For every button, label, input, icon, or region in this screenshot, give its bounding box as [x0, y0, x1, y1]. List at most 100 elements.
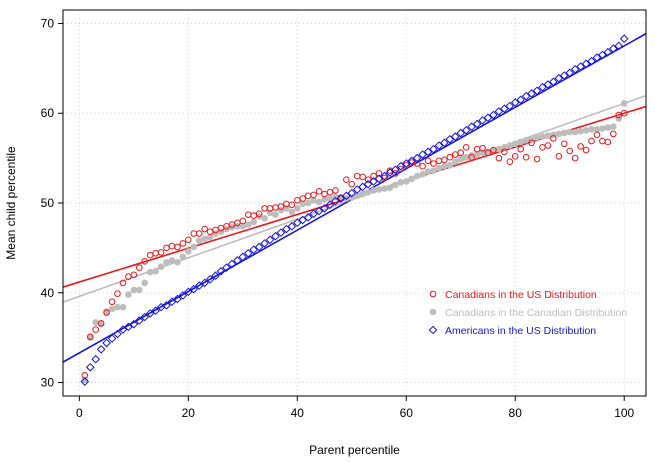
data-point: [141, 279, 149, 287]
x-tick-label: 80: [509, 406, 523, 420]
data-point: [292, 218, 302, 228]
data-point: [260, 239, 269, 248]
data-point: [451, 158, 459, 166]
data-point: [391, 165, 400, 175]
data-point: [570, 64, 580, 74]
data-point: [359, 173, 366, 181]
data-point: [614, 41, 624, 51]
data-point: [108, 298, 116, 306]
data-point: [582, 146, 590, 154]
data-point: [560, 140, 568, 148]
data-point: [288, 201, 296, 209]
data-point: [304, 192, 312, 200]
data-point: [457, 155, 465, 163]
data-point: [490, 146, 497, 154]
data-point: [201, 235, 208, 243]
data-point: [419, 170, 426, 178]
data-point: [505, 101, 515, 111]
data-point: [413, 160, 421, 167]
data-point: [598, 50, 607, 60]
data-point: [195, 230, 203, 237]
data-point: [517, 145, 524, 153]
data-point: [124, 322, 133, 332]
data-point: [239, 217, 247, 225]
data-point: [310, 191, 317, 199]
x-tick-label: 20: [182, 406, 196, 420]
data-point: [560, 129, 568, 137]
data-point: [620, 100, 628, 107]
data-point: [167, 297, 177, 307]
data-point: [249, 245, 259, 254]
data-point: [424, 157, 432, 165]
data-point: [343, 176, 350, 183]
data-point: [429, 144, 438, 154]
data-point: [577, 127, 584, 135]
data-point: [533, 155, 541, 163]
data-point: [392, 181, 399, 189]
data-point: [277, 203, 285, 210]
data-point: [446, 161, 454, 169]
data-point: [527, 89, 536, 98]
data-point: [386, 184, 394, 192]
data-point: [407, 156, 417, 166]
data-point: [599, 137, 606, 145]
data-point: [179, 253, 187, 261]
legend-label: Canadians in the Canadian Distribution: [445, 307, 627, 319]
data-point: [233, 256, 242, 265]
data-point: [517, 138, 524, 146]
data-point: [446, 153, 454, 161]
data-point: [163, 244, 170, 252]
data-point: [211, 271, 220, 281]
data-point: [593, 131, 601, 139]
data-point: [353, 172, 361, 180]
data-point: [113, 329, 122, 339]
data-point: [472, 119, 482, 129]
data-point: [347, 188, 357, 198]
data-point: [206, 228, 214, 236]
data-point: [332, 187, 339, 194]
data-point: [571, 154, 579, 162]
data-point: [140, 312, 150, 322]
data-point: [276, 228, 286, 237]
data-point: [544, 142, 552, 149]
data-point: [396, 161, 406, 171]
data-point: [185, 236, 192, 244]
data-point: [288, 208, 296, 216]
y-tick-label: 40: [41, 286, 55, 300]
data-point: [521, 91, 531, 101]
data-point: [445, 134, 455, 144]
data-point: [364, 176, 372, 183]
data-point: [364, 188, 372, 196]
data-point: [588, 126, 595, 133]
data-point: [566, 147, 574, 155]
data-point: [441, 156, 448, 164]
data-point: [238, 252, 248, 262]
data-point: [603, 47, 613, 57]
data-point: [146, 268, 154, 276]
data-point: [401, 159, 411, 168]
x-tick-label: 60: [400, 406, 414, 420]
legend-label: Canadians in the US Distribution: [445, 289, 597, 301]
data-point: [554, 73, 564, 83]
data-point: [336, 194, 346, 203]
data-point: [402, 178, 410, 185]
data-point: [358, 182, 367, 192]
data-point: [352, 185, 362, 194]
data-point: [609, 44, 618, 53]
data-point: [157, 263, 165, 271]
data-point: [287, 222, 297, 231]
data-point: [134, 316, 144, 325]
data-point: [250, 218, 258, 226]
data-point: [539, 133, 546, 140]
data-point: [85, 362, 95, 372]
data-point: [424, 168, 432, 175]
legend: Canadians in the US Distribution Canadian…: [428, 289, 627, 337]
data-point: [539, 144, 546, 151]
data-point: [506, 158, 514, 166]
data-point: [359, 190, 366, 198]
y-axis-title: Mean child percentile: [4, 146, 18, 260]
data-point: [152, 267, 159, 275]
data-point: [151, 306, 160, 316]
data-point: [130, 286, 138, 294]
data-point: [272, 211, 279, 218]
